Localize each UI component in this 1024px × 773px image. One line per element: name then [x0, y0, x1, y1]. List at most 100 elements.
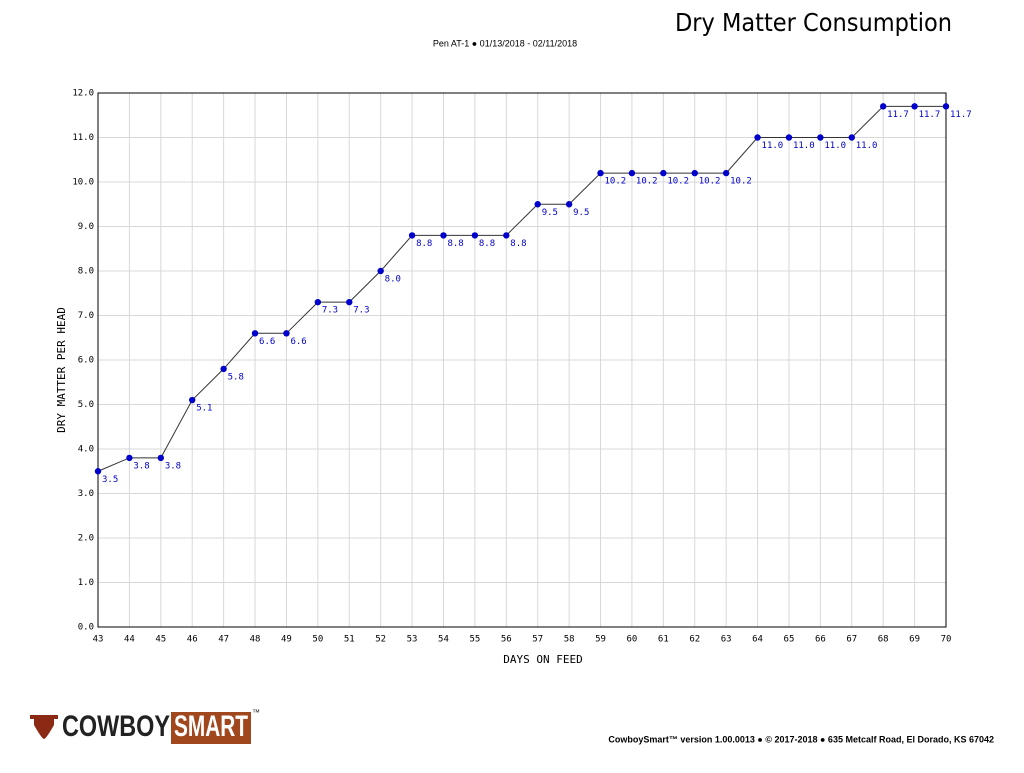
data-label: 10.2: [667, 177, 689, 187]
y-tick-label: 11.0: [72, 133, 94, 143]
x-tick-label: 47: [218, 635, 229, 645]
data-label: 8.8: [510, 239, 526, 249]
y-tick-label: 9.0: [78, 222, 94, 232]
data-point: [189, 396, 196, 404]
data-label: 7.3: [353, 306, 369, 316]
x-tick-label: 61: [658, 635, 669, 645]
y-tick-label: 7.0: [78, 311, 94, 321]
data-point: [440, 232, 447, 239]
data-point: [346, 298, 353, 306]
data-label: 10.2: [636, 177, 658, 187]
data-label: 10.2: [699, 177, 721, 187]
logo-text: COWBOY: [62, 710, 170, 743]
data-label: 9.5: [542, 208, 558, 218]
x-tick-label: 56: [501, 635, 512, 645]
data-label: 3.5: [102, 475, 118, 485]
data-point: [942, 103, 950, 110]
data-point: [471, 232, 479, 239]
x-tick-label: 45: [155, 635, 166, 645]
y-tick-label: 5.0: [78, 400, 94, 410]
data-label: 11.7: [950, 110, 972, 120]
chart-title: Dry Matter Consumption: [675, 8, 952, 37]
data-label: 11.0: [824, 141, 846, 151]
x-tick-label: 60: [627, 635, 638, 645]
data-line: [97, 105, 946, 472]
data-label: 11.0: [793, 141, 815, 151]
x-tick-label: 69: [909, 635, 920, 645]
y-tick-label: 6.0: [78, 356, 94, 366]
x-tick-label: 50: [312, 635, 323, 645]
data-point: [817, 134, 824, 141]
data-label: 11.7: [919, 110, 941, 120]
y-tick-label: 8.0: [78, 267, 94, 277]
data-label: 7.3: [322, 306, 338, 316]
data-point: [220, 365, 227, 373]
x-tick-label: 68: [878, 635, 889, 645]
x-tick-label: 43: [93, 635, 104, 645]
data-point: [377, 267, 384, 275]
x-tick-label: 62: [689, 635, 700, 645]
data-label: 8.8: [479, 239, 495, 249]
data-point: [628, 169, 636, 177]
data-label: 8.8: [416, 239, 432, 249]
x-tick-label: 52: [375, 635, 386, 645]
plot-frame: [97, 92, 947, 628]
data-point: [660, 169, 667, 177]
x-tick-label: 67: [846, 635, 857, 645]
data-label: 8.8: [447, 239, 463, 249]
y-tick-label: 2.0: [78, 534, 94, 544]
data-point: [785, 134, 793, 141]
data-label: 10.2: [730, 177, 752, 187]
data-point: [911, 103, 918, 110]
data-label: 3.8: [165, 461, 181, 471]
data-point: [94, 468, 102, 475]
x-tick-label: 53: [407, 635, 418, 645]
data-label: 11.7: [887, 110, 909, 120]
data-point: [251, 330, 259, 337]
data-point: [283, 330, 290, 337]
data-point: [503, 232, 510, 239]
data-label: 3.8: [133, 461, 149, 471]
y-tick-label: 3.0: [78, 489, 94, 499]
logo-trademark: ™: [252, 708, 260, 717]
y-tick-label: 12.0: [72, 89, 94, 99]
x-tick-label: 70: [941, 635, 952, 645]
x-tick-label: 65: [784, 635, 795, 645]
footer-credit: CowboySmart™ version 1.00.0013 ● © 2017-…: [608, 734, 994, 744]
data-point: [754, 134, 761, 141]
data-point: [722, 169, 730, 177]
x-tick-label: 57: [532, 635, 543, 645]
x-tick-label: 64: [752, 635, 763, 645]
data-point: [565, 201, 573, 208]
data-label: 10.2: [605, 177, 627, 187]
logo-icon: [30, 715, 58, 739]
data-label: 9.5: [573, 208, 589, 218]
data-label: 6.6: [290, 337, 306, 347]
x-tick-label: 63: [721, 635, 732, 645]
data-label: 8.0: [385, 275, 401, 285]
x-tick-label: 55: [469, 635, 480, 645]
data-point: [848, 134, 855, 141]
data-point: [408, 232, 416, 239]
x-tick-label: 44: [124, 635, 135, 645]
x-tick-label: 54: [438, 635, 449, 645]
y-tick-label: 0.0: [78, 623, 94, 633]
x-tick-label: 46: [187, 635, 198, 645]
data-point: [314, 298, 322, 306]
logo-box: [171, 712, 251, 744]
data-point: [597, 169, 604, 177]
x-tick-label: 66: [815, 635, 826, 645]
data-point: [126, 454, 133, 462]
data-point: [879, 103, 887, 110]
logo-text: SMART: [174, 710, 248, 743]
data-point: [534, 201, 541, 208]
y-axis-label: DRY MATTER PER HEAD: [55, 307, 68, 433]
x-axis-label: DAYS ON FEED: [503, 653, 582, 666]
x-tick-label: 49: [281, 635, 292, 645]
data-point: [691, 169, 698, 177]
x-tick-label: 59: [595, 635, 606, 645]
x-tick-label: 58: [564, 635, 575, 645]
y-tick-label: 10.0: [72, 178, 94, 188]
